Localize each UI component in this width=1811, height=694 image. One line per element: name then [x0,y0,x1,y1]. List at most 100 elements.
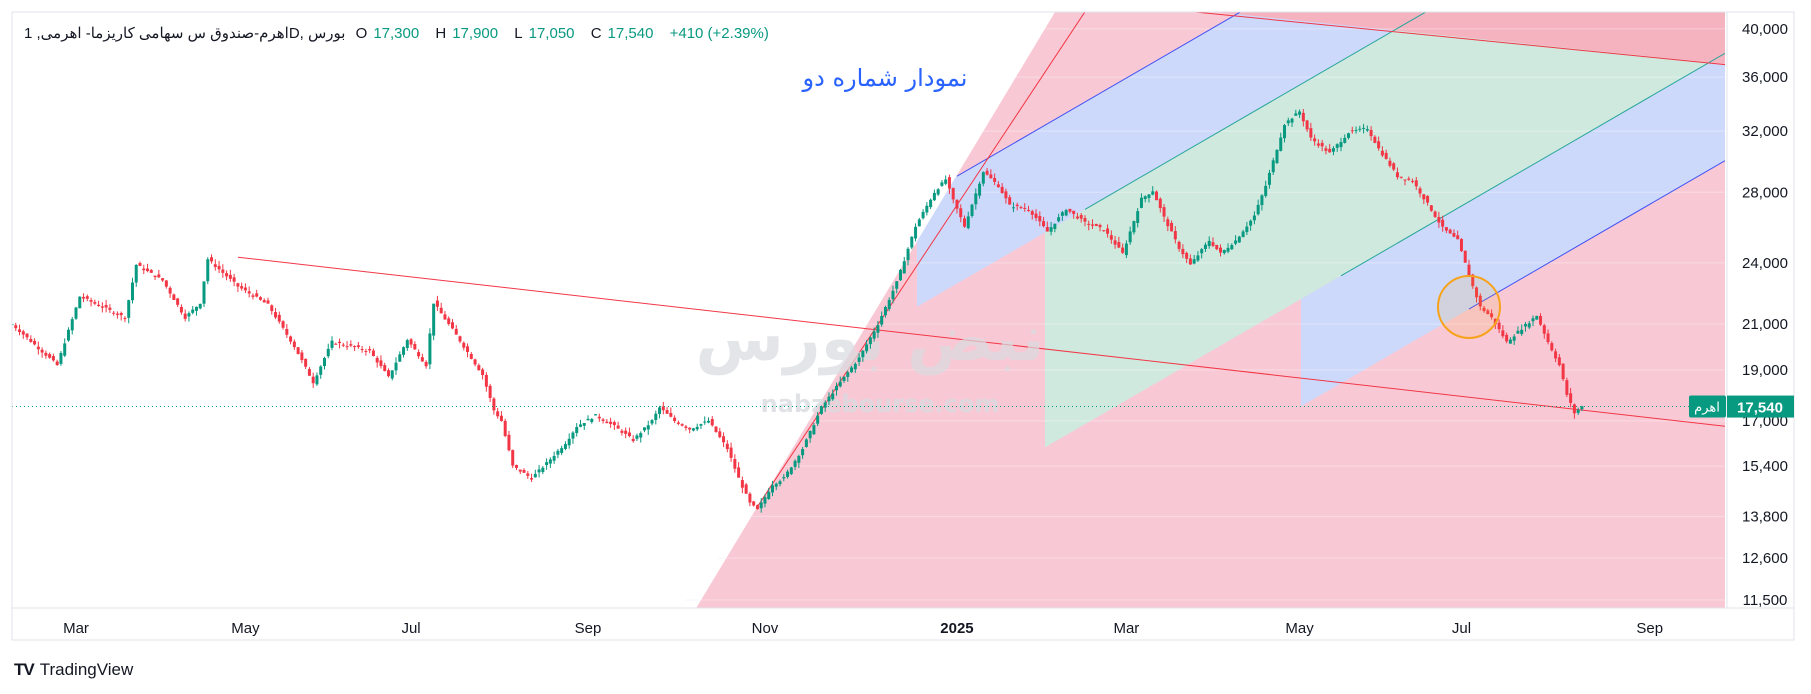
candle [1004,188,1008,204]
candle-body [1572,404,1576,414]
candle [676,420,680,426]
candle-body [665,410,669,414]
candle-body [1177,241,1181,249]
candle-body [1569,393,1573,403]
candle-body [740,480,744,488]
y-tick-label: 32,000 [1742,123,1788,140]
pitchfork-top-band [1214,12,1725,65]
candle [100,302,104,313]
annotation-title: نمودار شماره دو [802,64,968,92]
candle-body [40,349,44,353]
candle [130,277,134,304]
candle-body [462,342,466,348]
candle [639,431,643,443]
candle [1155,190,1159,201]
candle [1132,220,1136,235]
candle-body [1249,220,1253,226]
candle [108,304,112,313]
candle [545,458,549,470]
candle-body [243,287,247,291]
candle-body [458,336,462,342]
candle [1320,139,1324,152]
candle-body [725,443,729,450]
candle-body [1102,230,1106,232]
candle-body [1057,217,1061,222]
candle [834,382,838,396]
candle [127,299,131,324]
candle [289,335,293,345]
candle-body [541,467,545,472]
candle-body [492,398,496,411]
candle-body [774,483,778,487]
candle [390,370,394,381]
candle [947,174,951,195]
candle [202,281,206,308]
candle [360,345,364,353]
candle [925,202,929,216]
candle-body [149,269,153,273]
candle-body [1508,339,1512,344]
candle-body [902,261,906,274]
candle [605,418,609,424]
candle [251,293,255,300]
candle [1185,251,1189,264]
candle [398,351,402,362]
candle-body [722,436,726,443]
candle-body [409,339,413,345]
candle-body [1316,143,1320,146]
candle [82,293,86,303]
candle [1377,136,1381,151]
price-tag-bg [1727,395,1794,418]
candle-body [827,396,831,402]
candle-body [1365,129,1369,131]
candle-body [1426,196,1430,203]
candle [1550,341,1554,352]
candle-body [763,497,767,504]
candle-body [910,236,914,248]
candle-body [1414,180,1418,187]
candle [1087,220,1091,231]
x-tick-label: Sep [575,620,602,637]
candle [703,416,707,425]
x-tick-label: Sep [1636,620,1663,637]
candle-body [1045,226,1049,232]
candle [899,268,903,281]
candle-body [627,432,631,437]
candle-body [925,205,929,213]
candle [405,338,409,351]
candle [1166,216,1170,232]
pitchfork-median-zone [1044,12,1725,448]
candle [1264,180,1268,198]
candle-body [236,283,240,287]
candle [1173,226,1177,244]
candle-body [443,314,447,320]
candle [51,353,55,362]
tradingview-logo[interactable]: TV TradingView [14,660,133,680]
candle-body [514,465,518,468]
candle [112,310,116,316]
candle-body [225,273,229,277]
candle-body [300,352,304,361]
candle [989,169,993,179]
candle-body [55,361,59,366]
candle-body [296,347,300,355]
candle [462,341,466,351]
candle-body [1505,334,1509,342]
candle-body [808,430,812,439]
candle [778,479,782,487]
candle-body [499,415,503,421]
candle-body [104,304,108,308]
candle [1475,286,1479,303]
candle [1139,193,1143,209]
candle [123,316,127,323]
candle [650,419,654,426]
candle [872,327,876,342]
candle-body [1271,160,1275,173]
candle [176,297,180,308]
candle-body [993,178,997,182]
candle-body [646,425,650,430]
candle [349,340,353,348]
candle-body [1452,233,1456,237]
candle-body [1219,247,1223,253]
